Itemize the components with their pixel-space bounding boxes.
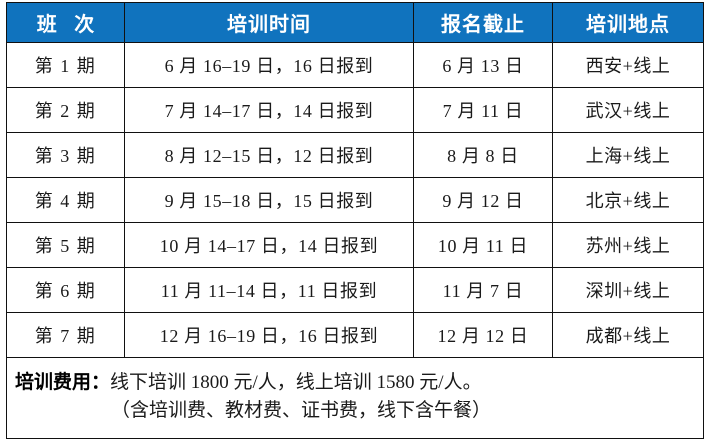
cell-location: 武汉+线上 xyxy=(552,87,704,133)
cell-location: 成都+线上 xyxy=(552,312,704,358)
table-row: 第 3 期 8 月 12–15 日，12 日报到 8 月 8 日 上海+线上 xyxy=(6,132,704,178)
cell-deadline: 12 月 12 日 xyxy=(413,312,553,358)
cell-time: 8 月 12–15 日，12 日报到 xyxy=(124,132,414,178)
cell-location: 深圳+线上 xyxy=(552,267,704,313)
cell-time: 11 月 11–14 日，11 日报到 xyxy=(124,267,414,313)
cell-time: 7 月 14–17 日，14 日报到 xyxy=(124,87,414,133)
cell-deadline: 11 月 7 日 xyxy=(413,267,553,313)
fee-label: 培训费用： xyxy=(15,372,111,394)
cell-time: 10 月 14–17 日，14 日报到 xyxy=(124,222,414,268)
cell-deadline: 10 月 11 日 xyxy=(413,222,553,268)
cell-time: 12 月 16–19 日，16 日报到 xyxy=(124,312,414,358)
fee-cell: 培训费用：线下培训 1800 元/人，线上培训 1580 元/人。 （含培训费、… xyxy=(6,357,704,439)
cell-time: 9 月 15–18 日，15 日报到 xyxy=(124,177,414,223)
cell-term: 第 1 期 xyxy=(6,42,125,88)
fee-line-secondary: （含培训费、教材费、证书费，线下含午餐） xyxy=(111,400,492,421)
table-row: 第 6 期 11 月 11–14 日，11 日报到 11 月 7 日 深圳+线上 xyxy=(6,267,704,313)
table-row: 第 5 期 10 月 14–17 日，14 日报到 10 月 11 日 苏州+线… xyxy=(6,222,704,268)
table-row: 第 7 期 12 月 16–19 日，16 日报到 12 月 12 日 成都+线… xyxy=(6,312,704,358)
cell-location: 上海+线上 xyxy=(552,132,704,178)
cell-deadline: 8 月 8 日 xyxy=(413,132,553,178)
table-footer: 培训费用：线下培训 1800 元/人，线上培训 1580 元/人。 （含培训费、… xyxy=(6,357,704,439)
table-header: 班 次 培训时间 报名截止 培训地点 xyxy=(6,2,704,43)
cell-deadline: 6 月 13 日 xyxy=(413,42,553,88)
cell-location: 北京+线上 xyxy=(552,177,704,223)
column-header-term: 班 次 xyxy=(6,2,125,43)
table-body: 第 1 期 6 月 16–19 日，16 日报到 6 月 13 日 西安+线上 … xyxy=(6,42,704,358)
training-schedule-table: 班 次 培训时间 报名截止 培训地点 第 1 期 6 月 16–19 日，16 … xyxy=(6,2,704,439)
column-header-time: 培训时间 xyxy=(124,2,414,43)
fee-line-primary: 培训费用：线下培训 1800 元/人，线上培训 1580 元/人。 xyxy=(15,369,695,397)
table-row: 第 1 期 6 月 16–19 日，16 日报到 6 月 13 日 西安+线上 xyxy=(6,42,704,88)
table-row: 第 4 期 9 月 15–18 日，15 日报到 9 月 12 日 北京+线上 xyxy=(6,177,704,223)
cell-term: 第 7 期 xyxy=(6,312,125,358)
header-row: 班 次 培训时间 报名截止 培训地点 xyxy=(6,2,704,43)
cell-term: 第 2 期 xyxy=(6,87,125,133)
cell-location: 苏州+线上 xyxy=(552,222,704,268)
fee-amounts: 线下培训 1800 元/人，线上培训 1580 元/人。 xyxy=(110,372,482,394)
cell-term: 第 5 期 xyxy=(6,222,125,268)
cell-location: 西安+线上 xyxy=(552,42,704,88)
cell-term: 第 6 期 xyxy=(6,267,125,313)
cell-deadline: 7 月 11 日 xyxy=(413,87,553,133)
cell-deadline: 9 月 12 日 xyxy=(413,177,553,223)
cell-time: 6 月 16–19 日，16 日报到 xyxy=(124,42,414,88)
table-row: 第 2 期 7 月 14–17 日，14 日报到 7 月 11 日 武汉+线上 xyxy=(6,87,704,133)
column-header-deadline: 报名截止 xyxy=(413,2,553,43)
cell-term: 第 4 期 xyxy=(6,177,125,223)
cell-term: 第 3 期 xyxy=(6,132,125,178)
column-header-location: 培训地点 xyxy=(552,2,704,43)
fee-row: 培训费用：线下培训 1800 元/人，线上培训 1580 元/人。 （含培训费、… xyxy=(6,357,704,439)
